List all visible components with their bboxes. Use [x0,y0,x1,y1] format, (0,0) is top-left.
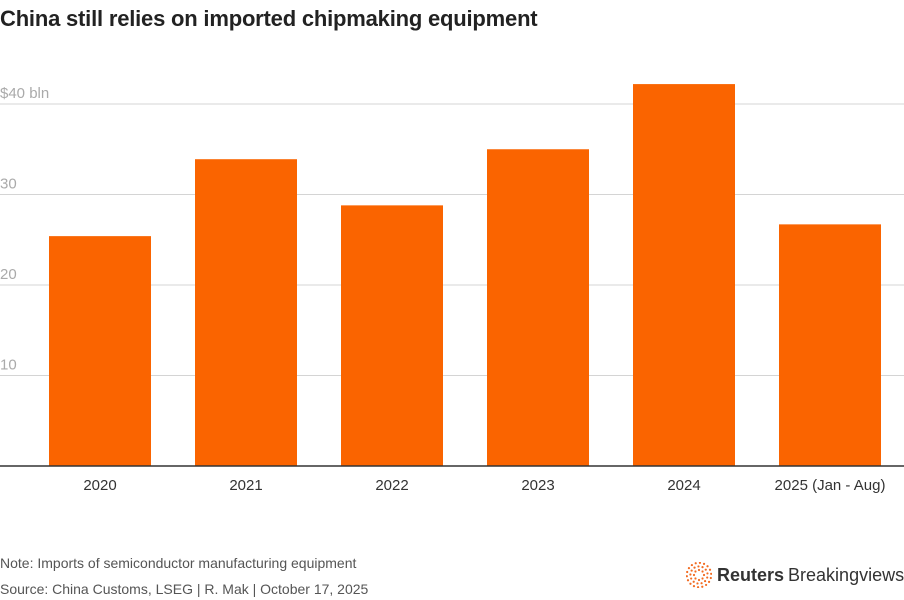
x-tick-label: 2025 (Jan - Aug) [775,477,886,494]
y-tick-label: 10 [0,357,17,374]
x-tick-label: 2021 [229,477,262,494]
bar-2022 [341,205,443,467]
chart-note: Note: Imports of semiconductor manufactu… [0,555,357,571]
reuters-logo-icon [686,562,712,588]
chart-title: China still relies on imported chipmakin… [0,6,538,31]
bar-2020 [49,236,151,466]
chart-source: Source: China Customs, LSEG | R. Mak | O… [0,581,369,597]
bar-2023 [487,149,589,466]
x-tick-label: 2023 [521,477,554,494]
y-tick-label: $40 bln [0,85,49,102]
reuters-breakingviews-logo: Reuters Breakingviews [686,562,904,588]
y-tick-label: 30 [0,176,17,193]
bar-2021 [195,159,297,466]
y-tick-label: 20 [0,266,17,283]
x-tick-label: 2024 [667,477,700,494]
x-tick-label: 2020 [83,477,116,494]
x-tick-label: 2022 [375,477,408,494]
logo-brand: Reuters [717,564,785,585]
logo-product: Breakingviews [788,564,904,585]
bar-2025 [779,224,881,466]
bar-2024 [633,84,735,466]
